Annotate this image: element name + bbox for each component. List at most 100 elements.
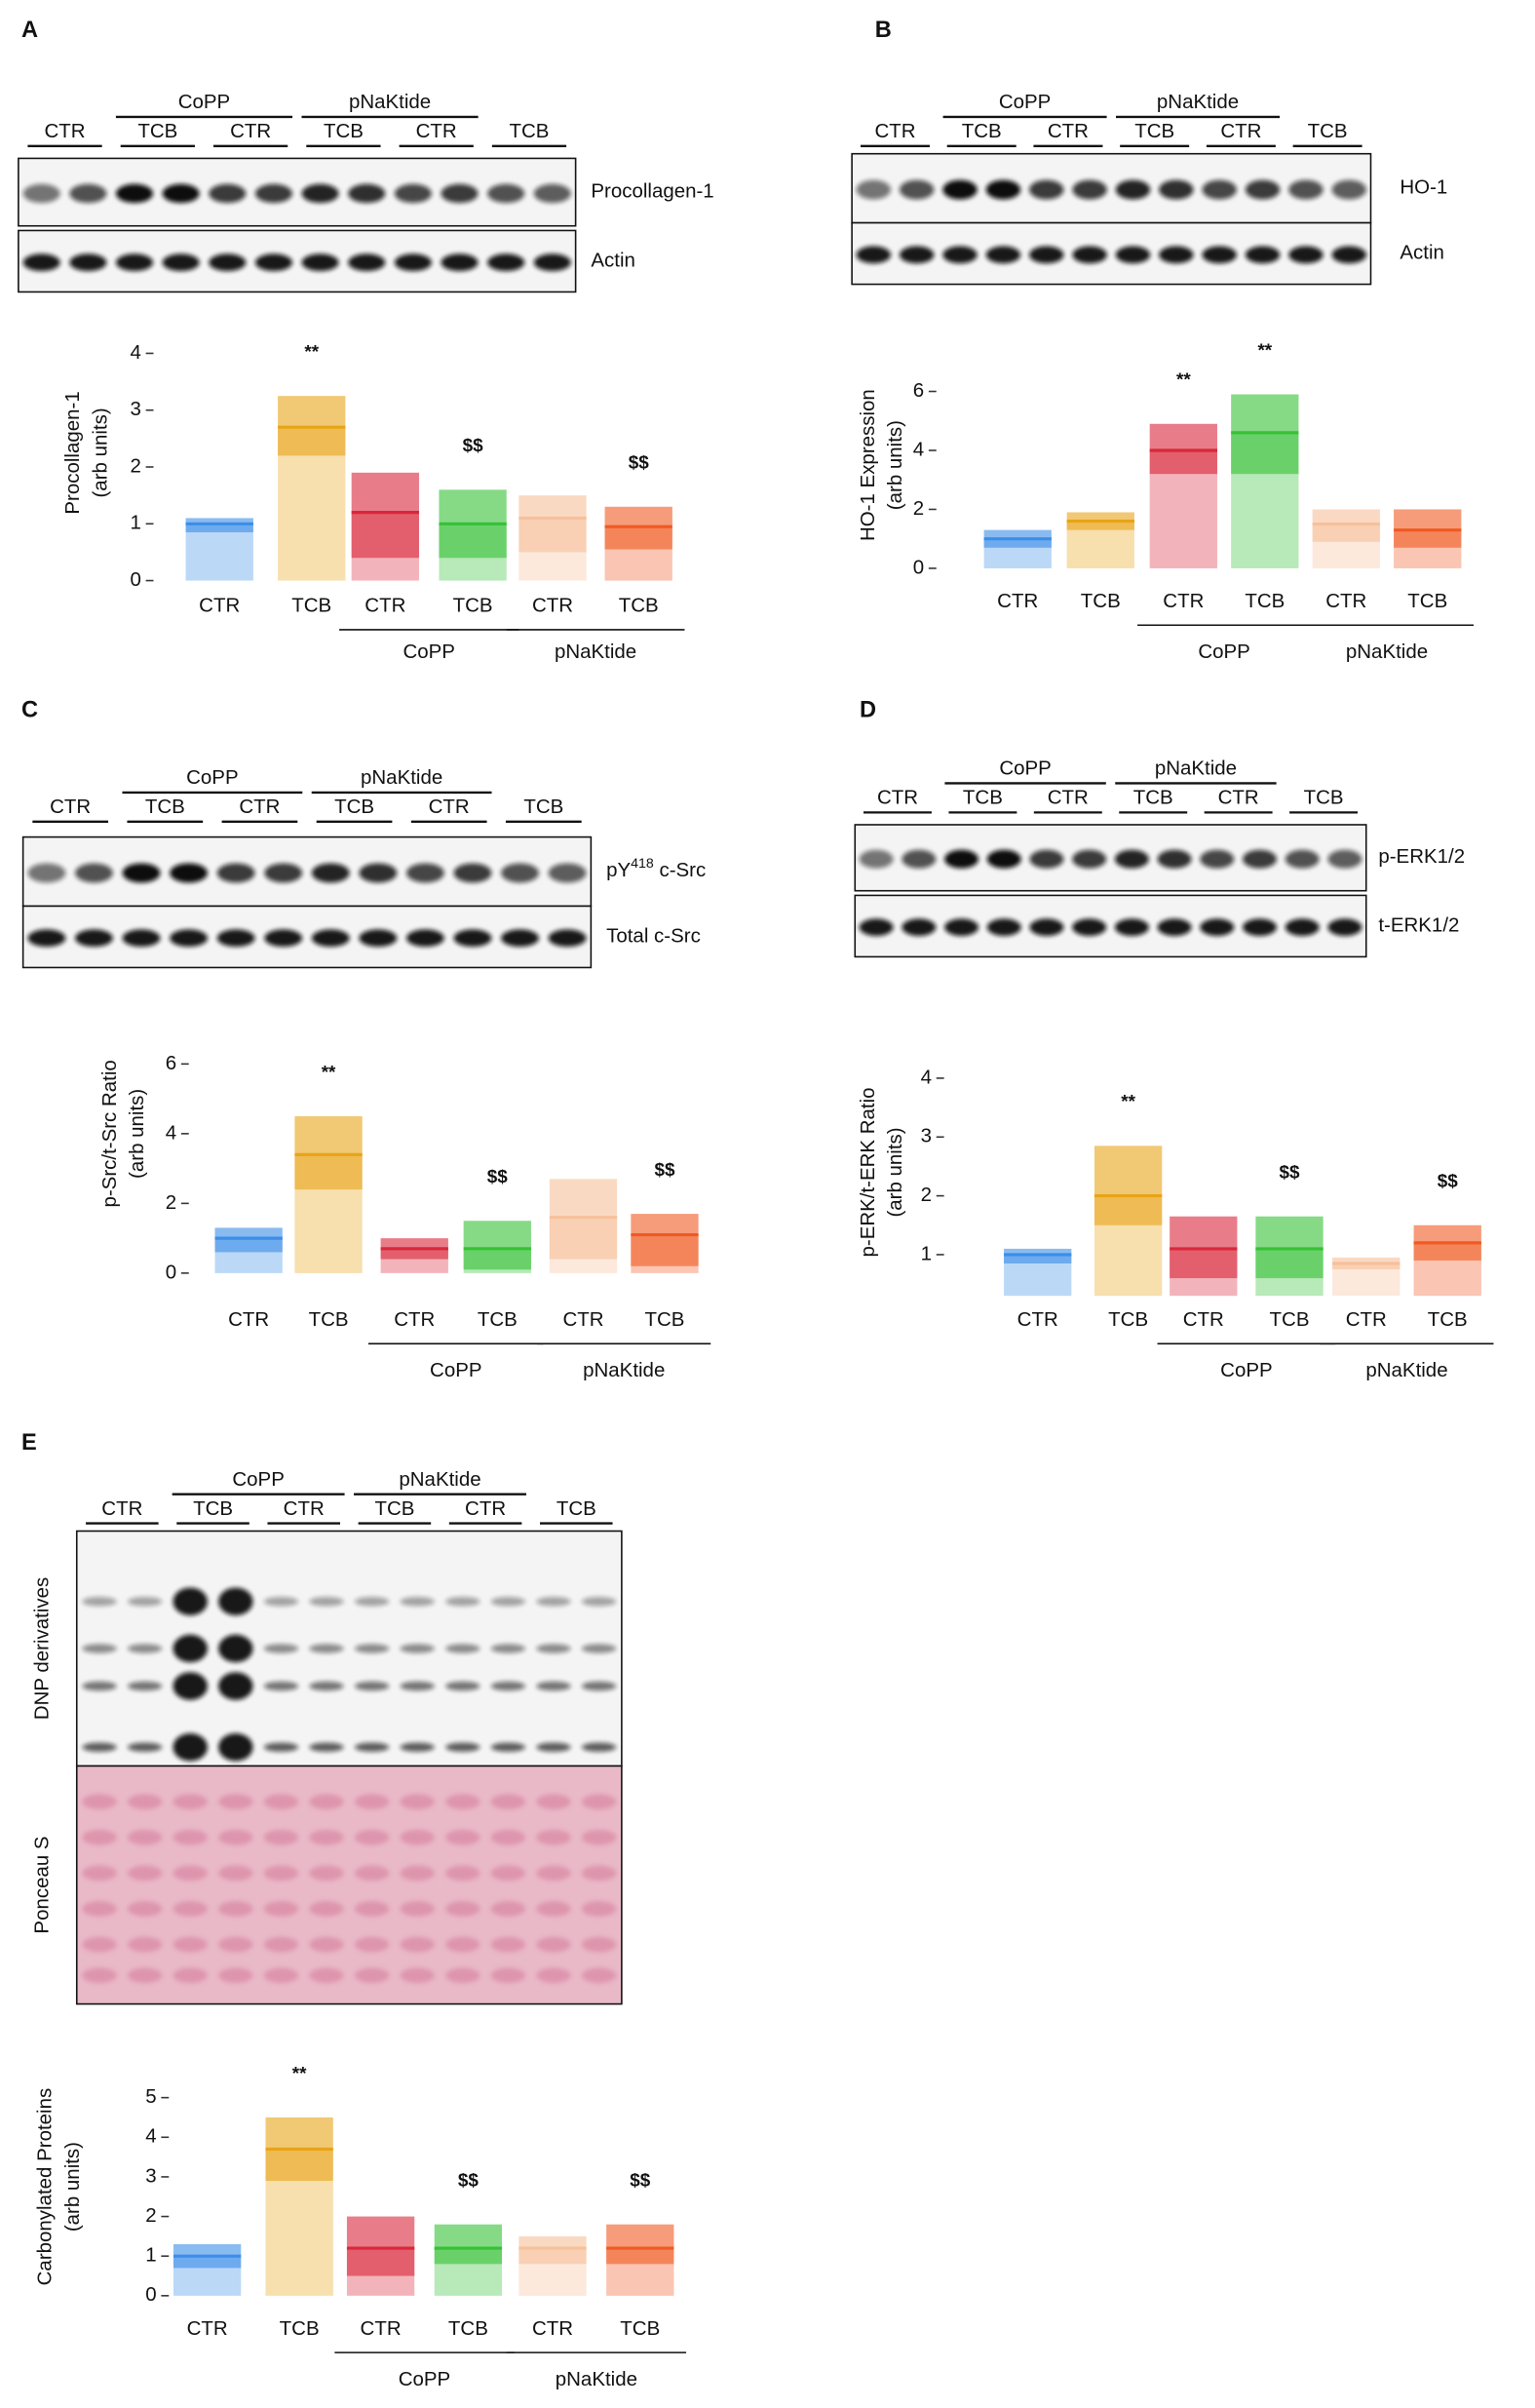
band: [536, 1644, 571, 1653]
y-axis-label: p-ERK/t-ERK Ratio: [857, 1087, 879, 1257]
annotation: $$: [463, 436, 484, 456]
band: [581, 1644, 617, 1653]
y-tick-label: 6: [913, 379, 924, 402]
band: [309, 1901, 344, 1917]
band: [856, 179, 892, 200]
band: [75, 929, 113, 948]
band: [348, 253, 386, 272]
band: [173, 1865, 208, 1882]
lane-label: TCB: [1304, 787, 1344, 809]
ci-band: [294, 1115, 363, 1190]
annotation: $$: [629, 453, 650, 474]
band: [581, 1901, 617, 1917]
band: [115, 183, 154, 204]
band: [1029, 849, 1064, 869]
y-tick-label: 0: [913, 556, 924, 578]
x-tick-label: CTR: [562, 1308, 603, 1331]
band: [445, 1901, 480, 1917]
band: [263, 1901, 299, 1917]
band: [162, 253, 200, 272]
panel-label: A: [21, 18, 38, 43]
band: [69, 183, 107, 204]
band: [82, 1644, 117, 1653]
y-tick-label: 1: [131, 512, 141, 534]
band: [490, 1681, 526, 1691]
lane-label: TCB: [334, 796, 374, 818]
band: [173, 1672, 208, 1700]
x-tick-label: TCB: [645, 1308, 685, 1331]
label-sup: 418: [631, 856, 654, 872]
band: [1157, 918, 1192, 937]
annotation: **: [292, 2064, 307, 2084]
band: [536, 1742, 571, 1752]
x-tick-label: TCB: [291, 595, 331, 617]
blot-row-label: t-ERK1/2: [1378, 913, 1459, 936]
band: [127, 1794, 163, 1809]
blot-frame: [18, 157, 577, 227]
band: [218, 1901, 253, 1917]
x-tick-label: TCB: [620, 2317, 660, 2340]
ci-band: [606, 2224, 674, 2265]
band: [173, 1967, 208, 1984]
x-tick-label: TCB: [1407, 590, 1447, 612]
band: [82, 1597, 117, 1607]
band: [82, 1967, 117, 1984]
band: [75, 863, 113, 883]
band: [354, 1794, 390, 1809]
band: [445, 1794, 480, 1809]
x-tick-label: CTR: [997, 590, 1038, 612]
band: [82, 1742, 117, 1752]
lane-label: CTR: [1220, 120, 1261, 142]
band: [1331, 246, 1367, 264]
bar: [185, 524, 253, 581]
band: [127, 1967, 163, 1984]
lane-label: TCB: [523, 796, 563, 818]
panel: E CTR TCB CTR TCB CTR TCB CoPP pNaKtide DNP deriv…: [21, 1430, 687, 2390]
lane-label: TCB: [1133, 787, 1173, 809]
panel-label: E: [21, 1430, 37, 1456]
band: [173, 1634, 208, 1663]
band: [536, 1901, 571, 1917]
band: [490, 1967, 526, 1984]
band: [1243, 918, 1277, 937]
band: [400, 1901, 435, 1917]
band: [309, 1967, 344, 1984]
band: [536, 1681, 571, 1691]
band: [209, 183, 247, 204]
lane-label: TCB: [963, 787, 1003, 809]
band: [581, 1742, 617, 1752]
x-tick-label: TCB: [1245, 590, 1285, 612]
band: [490, 1794, 526, 1809]
band: [309, 1829, 344, 1845]
band: [1331, 179, 1367, 200]
band: [536, 1967, 571, 1984]
band: [445, 1742, 480, 1752]
band: [1072, 849, 1107, 869]
ci-band: [1094, 1146, 1163, 1225]
blot-frame: [75, 1530, 623, 1767]
band: [311, 929, 350, 948]
band: [127, 1742, 163, 1752]
band: [115, 253, 154, 272]
band: [942, 246, 978, 264]
x-tick-label: CTR: [365, 595, 405, 617]
band: [127, 1597, 163, 1607]
lane-group-label: pNaKtide: [349, 91, 431, 113]
lane-label: CTR: [429, 796, 470, 818]
ci-band: [351, 472, 419, 559]
x-tick-label: CTR: [532, 595, 573, 617]
band: [1115, 246, 1151, 264]
lane-group-label: CoPP: [232, 1468, 284, 1491]
band: [445, 1936, 480, 1953]
band: [1285, 849, 1320, 869]
band: [218, 1967, 253, 1984]
band: [218, 1936, 253, 1953]
annotation: **: [1257, 340, 1272, 361]
band: [405, 929, 444, 948]
band: [581, 1967, 617, 1984]
blot-frame: [21, 835, 593, 908]
y-axis-label: (arb units): [884, 1127, 906, 1217]
blot-row-label: Actin: [1400, 241, 1444, 263]
band: [490, 1644, 526, 1653]
